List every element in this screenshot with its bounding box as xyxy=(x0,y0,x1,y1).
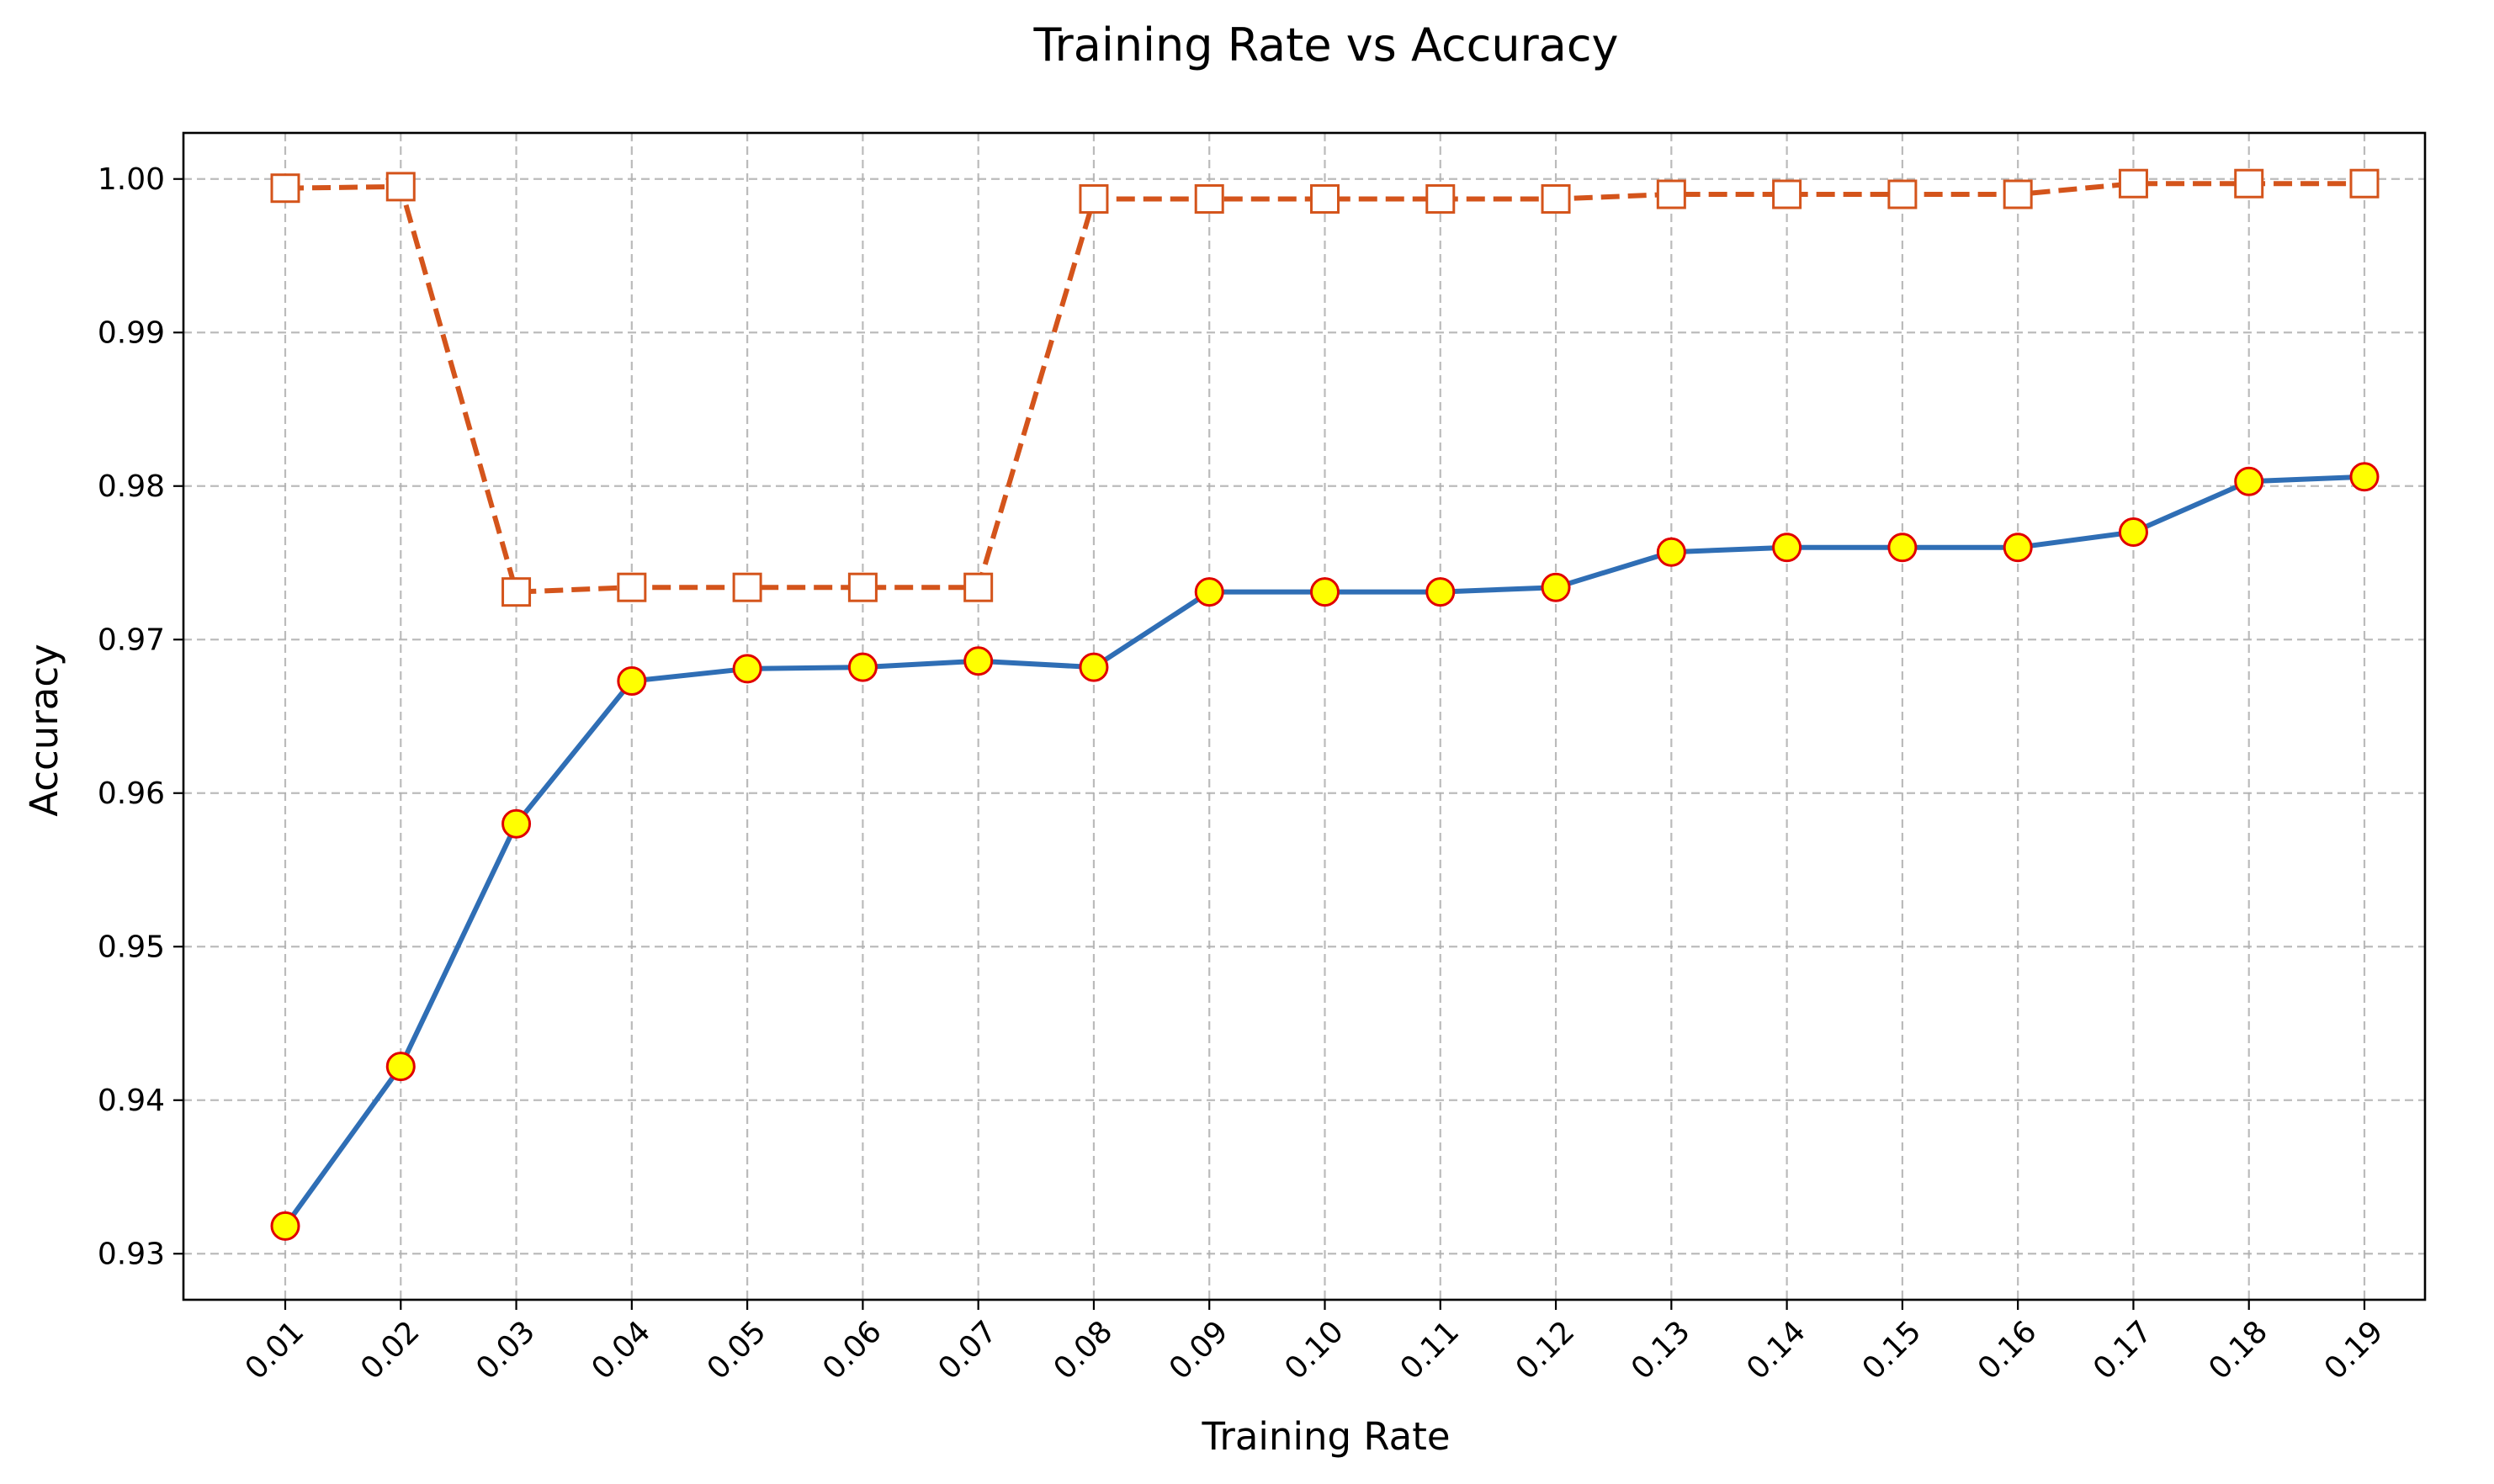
series-2-square-marker xyxy=(1541,183,1571,214)
x-tick-label: 0.07 xyxy=(931,1314,1004,1386)
series-1-circle-marker xyxy=(2349,462,2380,492)
series-1-circle-marker xyxy=(963,646,994,676)
y-tick-label: 0.97 xyxy=(98,623,165,657)
series-2-square-marker xyxy=(1310,183,1340,214)
series-layer xyxy=(270,168,2380,1241)
x-tick-label: 0.02 xyxy=(354,1314,427,1386)
x-tick-label: 0.19 xyxy=(2318,1314,2391,1386)
y-tick-label: 0.93 xyxy=(98,1237,165,1271)
series-1-circle-marker xyxy=(847,652,878,682)
series-1-circle-marker xyxy=(1887,533,1918,563)
series-1-circle-marker xyxy=(1310,577,1340,607)
series-2-square-marker xyxy=(1887,179,1918,209)
series-2-square-marker xyxy=(270,173,300,204)
x-tick-label: 0.10 xyxy=(1278,1314,1350,1386)
series-1-circle-marker xyxy=(385,1052,416,1082)
grid-layer xyxy=(183,133,2425,1300)
series-2-square-marker xyxy=(2234,168,2264,199)
series-2-square-marker xyxy=(1656,179,1686,209)
ticks-layer: 0.01 0.02 0.03 0.04 0.05 0.06 0.07 0.08 0.09 0.10… xyxy=(98,162,2391,1386)
series-2-square-marker xyxy=(1079,183,1109,214)
series-1-circle-marker xyxy=(617,666,647,697)
series-2-square-marker xyxy=(2349,168,2380,199)
y-tick-label: 0.99 xyxy=(98,315,165,350)
x-tick-label: 0.15 xyxy=(1856,1314,1929,1386)
series-1-circle-marker xyxy=(1541,572,1571,602)
x-tick-label: 0.03 xyxy=(470,1314,542,1386)
x-tick-label: 0.05 xyxy=(701,1314,773,1386)
series-1-circle-marker xyxy=(732,654,762,684)
series-2-square-marker xyxy=(2118,168,2148,199)
series-2-square-marker xyxy=(2003,179,2033,209)
y-tick-label: 0.98 xyxy=(98,469,165,504)
x-tick-label: 0.11 xyxy=(1393,1314,1466,1386)
series-1-circle-marker xyxy=(270,1211,300,1241)
x-tick-label: 0.04 xyxy=(586,1314,658,1386)
series-1-circle-marker xyxy=(1079,652,1109,682)
series-2-square-marker xyxy=(1194,183,1224,214)
series-1-circle-marker xyxy=(1772,533,1802,563)
series-2-square-marker xyxy=(963,572,994,602)
series-2-square-marker xyxy=(1425,183,1456,214)
series-1-circle-marker xyxy=(1194,577,1224,607)
x-tick-label: 0.09 xyxy=(1163,1314,1235,1386)
x-tick-label: 0.08 xyxy=(1048,1314,1120,1386)
x-tick-label: 0.01 xyxy=(239,1314,311,1386)
plot-frame xyxy=(182,131,2427,1301)
x-tick-label: 0.14 xyxy=(1740,1314,1812,1386)
series-1-circle-marker xyxy=(1425,577,1456,607)
y-tick-label: 1.00 xyxy=(98,162,165,197)
series-2-square-marker xyxy=(501,577,532,607)
x-tick-label: 0.13 xyxy=(1625,1314,1697,1386)
x-tick-label: 0.17 xyxy=(2087,1314,2159,1386)
series-2-square-marker xyxy=(385,172,416,202)
series-1-circle-marker xyxy=(501,808,532,839)
y-tick-label: 0.96 xyxy=(98,776,165,811)
series-1-circle-marker xyxy=(2003,533,2033,563)
series-2-square-marker xyxy=(1772,179,1802,209)
y-axis-label: Accuracy xyxy=(22,644,66,816)
y-tick-label: 0.94 xyxy=(98,1084,165,1118)
x-tick-label: 0.12 xyxy=(1510,1314,1582,1386)
x-tick-label: 0.16 xyxy=(1971,1314,2044,1386)
chart-title: Training Rate vs Accuracy xyxy=(1032,19,1618,72)
y-tick-label: 0.95 xyxy=(98,930,165,964)
series-2-square-marker xyxy=(617,572,647,602)
x-tick-label: 0.06 xyxy=(816,1314,889,1386)
series-2-square-marker xyxy=(847,572,878,602)
series-2-square-marker xyxy=(732,572,762,602)
series-1-circle-marker xyxy=(2118,517,2148,547)
series-1-circle-marker xyxy=(1656,537,1686,567)
x-axis-label: Training Rate xyxy=(1201,1414,1450,1459)
x-tick-label: 0.18 xyxy=(2202,1314,2274,1386)
series-1-circle-marker xyxy=(2234,466,2264,496)
